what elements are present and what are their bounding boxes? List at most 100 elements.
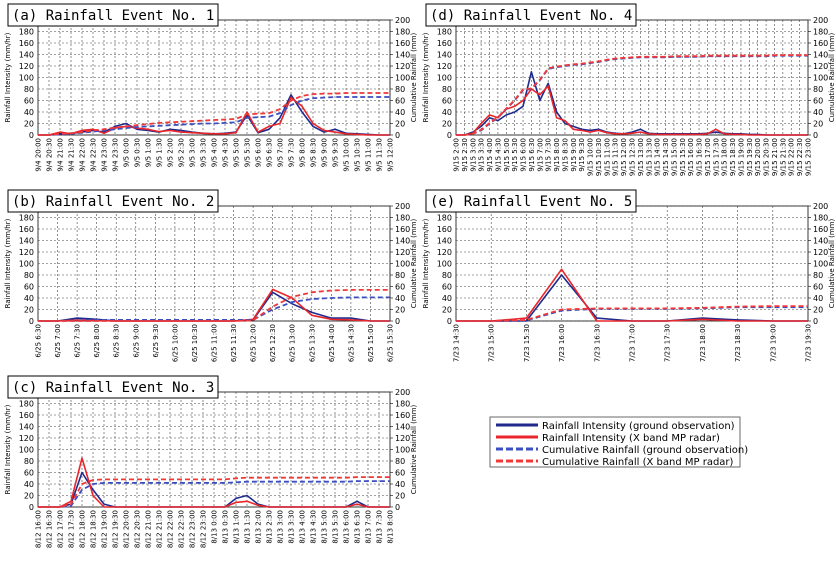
y2-tick-label: 180 [395, 400, 410, 409]
x-tick-label: 9/15 2:00 [453, 138, 461, 172]
y2-tick-label: 120 [813, 248, 828, 257]
x-tick-label: 6/25 6:30 [35, 324, 43, 358]
x-tick-label: 9/15 15:00 [670, 138, 678, 176]
y2-tick-label: 120 [813, 62, 828, 71]
x-tick-label: 8/13 5:00 [321, 510, 329, 544]
x-tick-label: 9/15 9:30 [578, 138, 586, 172]
y-tick-label: 120 [437, 62, 452, 71]
y2-tick-label: 160 [395, 39, 410, 48]
x-tick-label: 8/13 0:30 [222, 510, 230, 544]
x-tick-label: 9/15 5:00 [503, 138, 511, 172]
x-tick-label: 6/25 11:00 [211, 324, 219, 362]
y2-axis-label: Cumulative Rainfall (mm) [410, 404, 418, 494]
x-tick-label: 9/4 21:30 [68, 138, 76, 172]
title-box [7, 375, 219, 399]
x-tick-label: 9/15 7:30 [545, 138, 553, 172]
x-tick-label: 9/15 17:00 [704, 138, 712, 176]
y-tick-label: 60 [442, 97, 452, 106]
x-tick-label: 8/13 6:30 [354, 510, 362, 544]
x-tick-label: 8/12 16:00 [35, 510, 43, 548]
x-tick-label: 8/12 23:00 [189, 510, 197, 548]
y2-tick-label: 80 [813, 85, 823, 94]
x-tick-label: 7/23 19:30 [805, 324, 813, 362]
x-tick-label: 9/4 23:00 [101, 138, 109, 172]
y-tick-label: 160 [437, 225, 452, 234]
x-tick-label: 9/15 11:30 [612, 138, 620, 176]
y2-tick-label: 20 [813, 120, 823, 129]
x-tick-label: 9/5 6:00 [255, 138, 263, 167]
y-tick-label: 0 [447, 317, 452, 326]
y2-tick-label: 0 [395, 317, 400, 326]
x-tick-label: 8/12 22:30 [178, 510, 186, 548]
x-tick-label: 9/5 1:30 [156, 138, 164, 167]
x-tick-label: 9/5 8:30 [310, 138, 318, 167]
series-line [38, 296, 390, 322]
x-tick-label: 9/15 5:30 [511, 138, 519, 172]
x-tick-label: 8/12 21:30 [156, 510, 164, 548]
y2-tick-label: 180 [813, 214, 828, 223]
x-tick-label: 8/12 16:30 [46, 510, 54, 548]
y-axis-label: Rainfall Intensity (mm/hr) [4, 32, 12, 122]
x-tick-label: 9/5 1:00 [145, 138, 153, 167]
y2-tick-label: 200 [395, 388, 410, 397]
y2-tick-label: 200 [813, 202, 828, 211]
legend-label: Rainfall Intensity (ground observation) [542, 421, 735, 432]
y2-tick-label: 200 [395, 16, 410, 25]
series-line [38, 480, 390, 508]
title-box [7, 189, 219, 213]
y2-tick-label: 20 [395, 120, 405, 129]
y2-tick-label: 160 [395, 411, 410, 420]
x-tick-label: 9/15 21:00 [771, 138, 779, 176]
x-tick-label: 6/25 9:00 [132, 324, 140, 358]
x-tick-label: 8/12 18:00 [79, 510, 87, 548]
x-tick-label: 6/25 12:30 [269, 324, 277, 362]
y-tick-label: 40 [24, 108, 34, 117]
legend-label: Rainfall Intensity (X band MP radar) [542, 433, 720, 444]
x-tick-label: 9/15 13:00 [637, 138, 645, 176]
x-tick-label: 9/15 15:30 [679, 138, 687, 176]
x-tick-label: 9/15 4:30 [494, 138, 502, 172]
x-tick-label: 8/12 23:30 [200, 510, 208, 548]
x-tick-label: 6/25 10:00 [171, 324, 179, 362]
x-tick-label: 8/12 18:30 [90, 510, 98, 548]
y2-tick-label: 100 [395, 260, 410, 269]
y-tick-label: 160 [19, 225, 34, 234]
x-tick-label: 9/5 5:00 [233, 138, 241, 167]
y-tick-label: 80 [442, 271, 452, 280]
y-tick-label: 80 [24, 271, 34, 280]
x-tick-label: 7/23 15:30 [523, 324, 531, 362]
x-tick-label: 8/12 21:00 [145, 510, 153, 548]
y2-tick-label: 60 [395, 97, 405, 106]
y2-tick-label: 40 [395, 108, 405, 117]
x-tick-label: 8/13 7:00 [365, 510, 373, 544]
y2-tick-label: 80 [395, 85, 405, 94]
y2-tick-label: 140 [395, 423, 410, 432]
x-tick-label: 9/15 17:30 [712, 138, 720, 176]
title-box [425, 189, 637, 213]
y2-tick-label: 120 [395, 62, 410, 71]
x-tick-label: 7/23 19:00 [769, 324, 777, 362]
legend-label: Cumulative Rainfall (ground observation) [542, 445, 748, 456]
y-tick-label: 120 [19, 248, 34, 257]
y2-axis-label: Cumulative Rainfall (mm) [410, 32, 418, 122]
x-tick-label: 7/23 16:00 [558, 324, 566, 362]
y-tick-label: 0 [29, 317, 34, 326]
x-tick-label: 9/5 2:00 [167, 138, 175, 167]
y2-tick-label: 80 [395, 271, 405, 280]
x-tick-label: 9/5 7:30 [288, 138, 296, 167]
y-tick-label: 20 [24, 492, 34, 501]
y-tick-label: 180 [19, 28, 34, 37]
y-tick-label: 60 [24, 283, 34, 292]
x-tick-label: 9/15 19:30 [746, 138, 754, 176]
x-tick-label: 9/15 20:30 [763, 138, 771, 176]
y2-tick-label: 80 [395, 457, 405, 466]
y-tick-label: 20 [442, 306, 452, 315]
y2-tick-label: 200 [395, 202, 410, 211]
y2-tick-label: 140 [395, 237, 410, 246]
x-tick-label: 9/15 9:00 [570, 138, 578, 172]
x-tick-label: 9/5 4:00 [211, 138, 219, 167]
x-tick-label: 9/4 20:30 [46, 138, 54, 172]
x-tick-label: 9/15 16:00 [687, 138, 695, 176]
x-tick-label: 8/12 20:30 [134, 510, 142, 548]
y2-tick-label: 0 [813, 317, 818, 326]
